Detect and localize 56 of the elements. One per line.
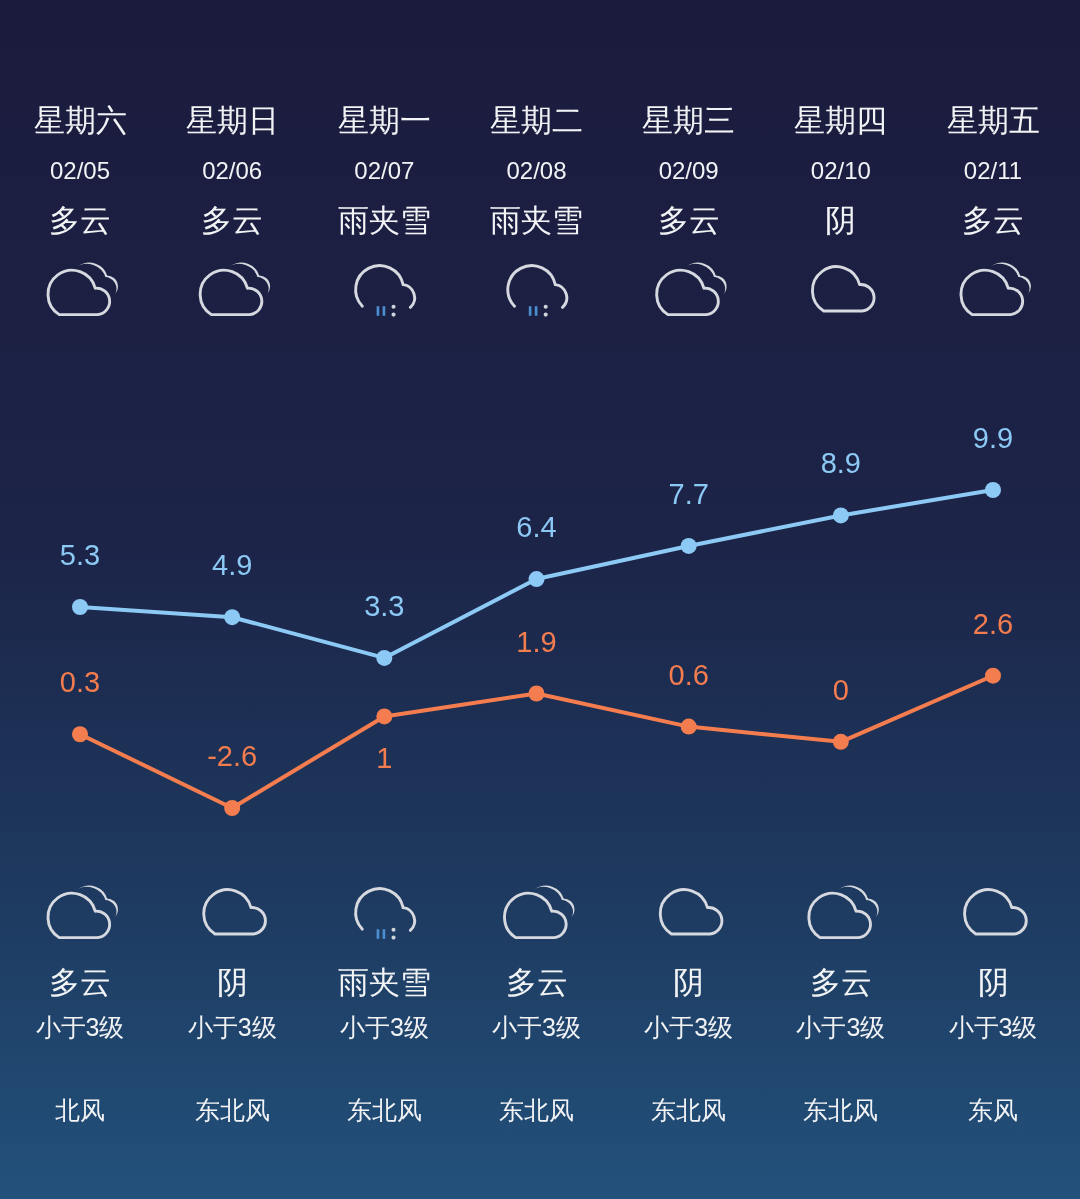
point [528,571,545,588]
x-tick-label: 星期一 02/07 雨夹雪 [337,102,431,238]
data-label: 9.9 [972,422,1014,454]
x-tick-label: 星期三 02/09 多云 [642,102,736,238]
data-label: 0.6 [668,658,709,691]
data-label: 0.3 [59,666,101,699]
data-label: 5.3 [59,539,101,572]
text: 东北风 [803,1096,879,1124]
text: 东北风 [194,1096,270,1124]
text: 阴 [977,964,1009,1000]
data-label: 3.3 [364,589,405,622]
point [224,800,241,816]
text: 多云 [49,964,111,1000]
data-label: 1.9 [516,625,557,658]
data-label: 8.9 [820,447,861,480]
data-label: 1 [376,742,393,775]
text: 多云 [505,964,568,1000]
text: 东北风 [651,1096,727,1124]
point [224,609,241,626]
text: 东北风 [499,1096,574,1124]
point [680,718,697,735]
point [72,726,88,743]
text: 东北风 [346,1096,422,1124]
point [528,685,545,702]
x-tick-label: 星期二 02/08 雨夹雪 [490,102,583,238]
x-tick-label: 星期四 02/10 阴 [794,102,888,238]
text: 小于3级 [796,1013,886,1041]
point [832,507,849,524]
point [985,482,1001,498]
text: 小于3级 [35,1013,125,1041]
text: 阴 [216,964,248,1000]
point [72,599,88,616]
text: 小于3级 [187,1013,277,1041]
x-tick-label: 星期五 02/11 多云 [946,102,1040,238]
point [376,649,393,666]
x-tick-label: 星期六 02/05 多云 [33,102,127,238]
point [680,537,697,554]
text: 小于3级 [492,1013,581,1041]
data-label: 4.9 [212,549,253,582]
text: 北风 [55,1096,105,1124]
data-label: 7.7 [668,477,709,510]
text: 小于3级 [644,1013,734,1041]
point [832,733,849,750]
text: 雨夹雪 [337,964,431,1000]
point [985,667,1001,684]
text: 阴 [673,964,705,1000]
data-label: 2.6 [972,607,1014,640]
text: 东风 [968,1096,1018,1124]
x-tick-label: 星期日 02/06 多云 [185,102,279,238]
data-label: -2.6 [207,740,258,772]
point [376,708,393,725]
text: 小于3级 [948,1013,1038,1041]
data-label: 6.4 [516,511,557,544]
data-label: 0 [832,673,849,706]
text: 多云 [809,964,872,1000]
text: 小于3级 [339,1013,429,1041]
